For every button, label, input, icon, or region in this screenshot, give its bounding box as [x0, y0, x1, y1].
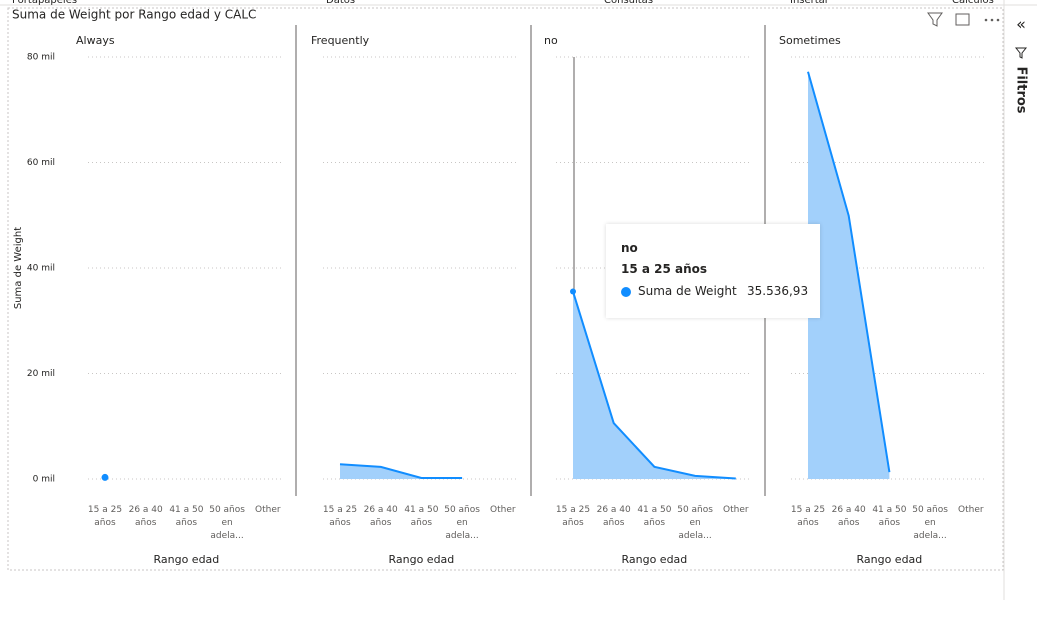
y-tick-label: 60 mil: [27, 158, 55, 168]
x-tick-label: 26 a 40 años: [363, 505, 398, 528]
x-axis-title: Rango edad: [856, 553, 923, 566]
x-tick-label: 15 a 25 años: [322, 505, 358, 528]
x-tick-label: Other: [958, 505, 984, 515]
y-axis-title: Suma de Weight: [13, 227, 24, 309]
x-tick-label: 50 años en adela...: [209, 505, 245, 541]
x-axis-title: Rango edad: [621, 553, 688, 566]
area: [808, 71, 890, 480]
x-tick-label: 41 a 50 años: [169, 505, 204, 528]
line: [339, 463, 463, 479]
x-axis-title: Rango edad: [388, 553, 455, 566]
x-tick-label: 50 años en adela...: [677, 505, 713, 541]
x-tick-label: 26 a 40 años: [128, 505, 163, 528]
y-tick-label: 20 mil: [27, 369, 55, 379]
point: [101, 473, 109, 481]
panel-title: Always: [76, 34, 115, 47]
x-tick-label: 41 a 50 años: [637, 505, 672, 528]
visual-title: Suma de Weight por Rango edad y CALC: [12, 8, 256, 22]
tooltip: no 15 a 25 años Suma de Weight 35.536,93: [606, 224, 820, 318]
visual-frame: [7, 7, 1004, 571]
ribbon-group: Insertar: [790, 0, 830, 6]
ribbon-group: Datos: [326, 0, 355, 6]
x-tick-label: 15 a 25 años: [87, 505, 123, 528]
x-tick-label: 50 años en adela...: [444, 505, 480, 541]
x-tick-label: 41 a 50 años: [872, 505, 907, 528]
area: [573, 291, 736, 479]
focus-icon[interactable]: [955, 13, 970, 26]
more-options[interactable]: [984, 18, 1000, 22]
panel-title: Sometimes: [779, 34, 841, 47]
x-tick-label: Other: [723, 505, 749, 515]
ribbon-group: Consultas: [604, 0, 653, 6]
tooltip-marker: [621, 287, 631, 297]
tooltip-title: no: [621, 241, 638, 255]
pane-title[interactable]: Filtros: [1014, 66, 1029, 113]
pane-filter-icon: [1014, 47, 1028, 59]
filter-icon[interactable]: [927, 12, 943, 27]
ribbon-group: Cálculos: [952, 0, 994, 6]
x-tick-label: 15 a 25 años: [790, 505, 826, 528]
line: [807, 71, 891, 473]
tooltip-value: 35.536,93: [747, 284, 809, 298]
panel-title: no: [544, 34, 558, 47]
y-tick-label: 40 mil: [27, 264, 55, 274]
area: [340, 464, 463, 479]
y-tick-label: 80 mil: [27, 53, 55, 63]
collapse-icon[interactable]: «: [1016, 15, 1026, 34]
ribbon-group: Portapapeles: [12, 0, 77, 6]
x-tick-label: 15 a 25 años: [555, 505, 591, 528]
line: [572, 291, 736, 480]
tooltip-category: 15 a 25 años: [621, 262, 708, 276]
panel-title: Frequently: [311, 34, 370, 47]
x-tick-label: Other: [255, 505, 281, 515]
x-tick-label: 41 a 50 años: [404, 505, 439, 528]
y-tick-label: 0 mil: [33, 475, 55, 485]
hover-point: [570, 288, 576, 295]
x-tick-label: Other: [490, 505, 516, 515]
x-tick-label: 26 a 40 años: [831, 505, 866, 528]
x-axis-title: Rango edad: [153, 553, 220, 566]
x-tick-label: 50 años en adela...: [912, 505, 948, 541]
tooltip-series: Suma de Weight: [638, 284, 737, 298]
x-tick-label: 26 a 40 años: [596, 505, 631, 528]
